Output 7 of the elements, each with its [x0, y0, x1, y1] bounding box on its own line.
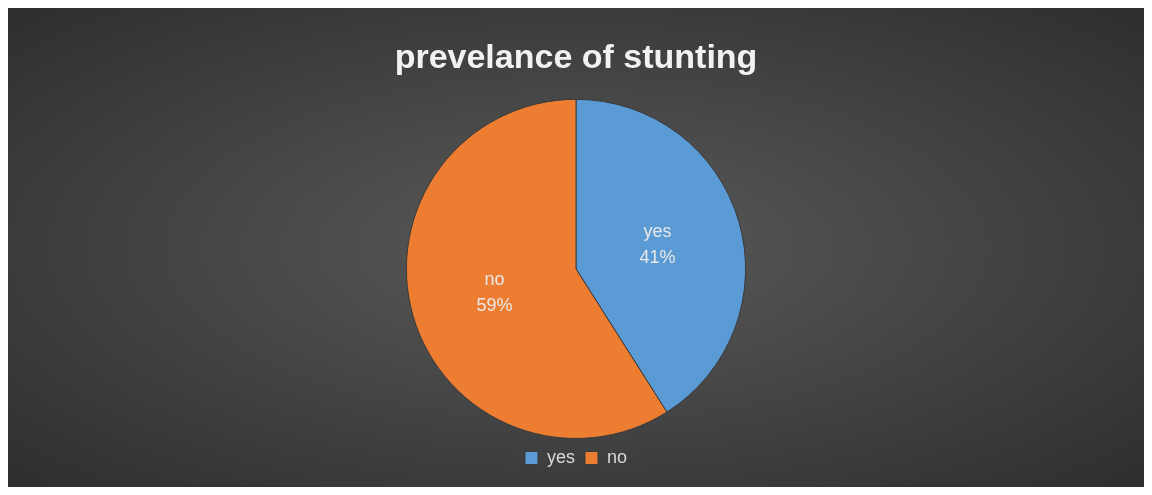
legend-label: no [606, 446, 628, 467]
legend-label: yes [546, 446, 575, 467]
slice-label: no [484, 268, 505, 289]
data-label: 59% [476, 294, 513, 315]
slice-label: yes [643, 221, 672, 242]
chart-title: prevelance of stunting [394, 36, 758, 75]
data-label: 41% [639, 247, 676, 268]
